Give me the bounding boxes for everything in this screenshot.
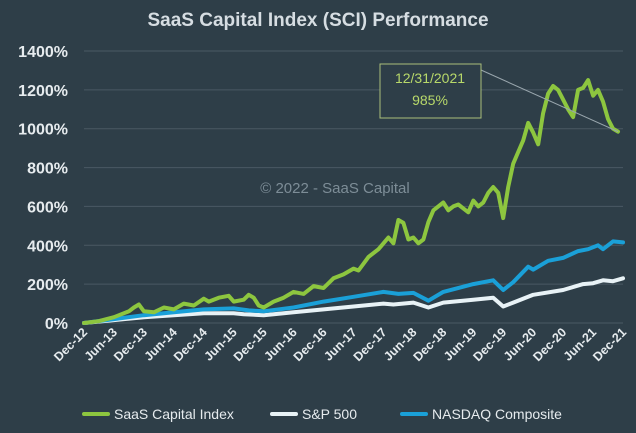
y-tick-label: 1000% <box>18 122 68 139</box>
gridlines <box>84 50 623 324</box>
annotation-date: 12/31/2021 <box>395 70 465 86</box>
y-tick-label: 1200% <box>18 83 68 100</box>
series-line-s-p-500 <box>82 276 625 325</box>
y-tick-label: 400% <box>27 238 68 255</box>
y-tick-label: 1400% <box>18 44 68 61</box>
annotation: 12/31/2021 985% <box>379 63 619 133</box>
x-tick-label: Dec-18 <box>411 325 450 364</box>
y-tick-label: 200% <box>27 277 68 294</box>
x-tick-label: Dec-19 <box>470 325 509 364</box>
series-line-nasdaq-composite <box>82 239 625 325</box>
x-tick-label: Dec-15 <box>231 325 270 364</box>
legend: SaaS Capital Index S&P 500 NASDAQ Composit… <box>82 406 562 422</box>
legend-label: NASDAQ Composite <box>432 406 562 422</box>
watermark: © 2022 - SaaS Capital <box>260 180 409 197</box>
x-tick-label: Dec-16 <box>291 325 330 364</box>
x-tick-label: Dec-13 <box>111 325 150 364</box>
x-axis-ticks: Dec-12Jun-13Dec-13Jun-14Dec-14Jun-15Dec-… <box>51 325 629 364</box>
y-tick-label: 600% <box>27 199 68 216</box>
legend-label: S&P 500 <box>302 406 357 422</box>
series-line-saas-capital-index <box>82 78 620 325</box>
y-tick-label: 0% <box>45 316 68 333</box>
x-tick-label: Dec-17 <box>351 325 390 364</box>
x-tick-label: Dec-14 <box>171 325 210 364</box>
x-tick-label: Dec-21 <box>590 325 629 364</box>
series-lines <box>82 78 625 325</box>
annotation-leader-line <box>480 69 619 133</box>
annotation-value: 985% <box>412 92 448 108</box>
x-tick-label: Dec-20 <box>530 325 569 364</box>
y-axis-ticks: 0% 200% 400% 600% 800% 1000% 1200% 1400% <box>18 44 68 333</box>
annotation-box <box>379 63 482 119</box>
y-tick-label: 800% <box>27 161 68 178</box>
chart-title: SaaS Capital Index (SCI) Performance <box>147 10 488 31</box>
legend-label: SaaS Capital Index <box>114 406 234 422</box>
